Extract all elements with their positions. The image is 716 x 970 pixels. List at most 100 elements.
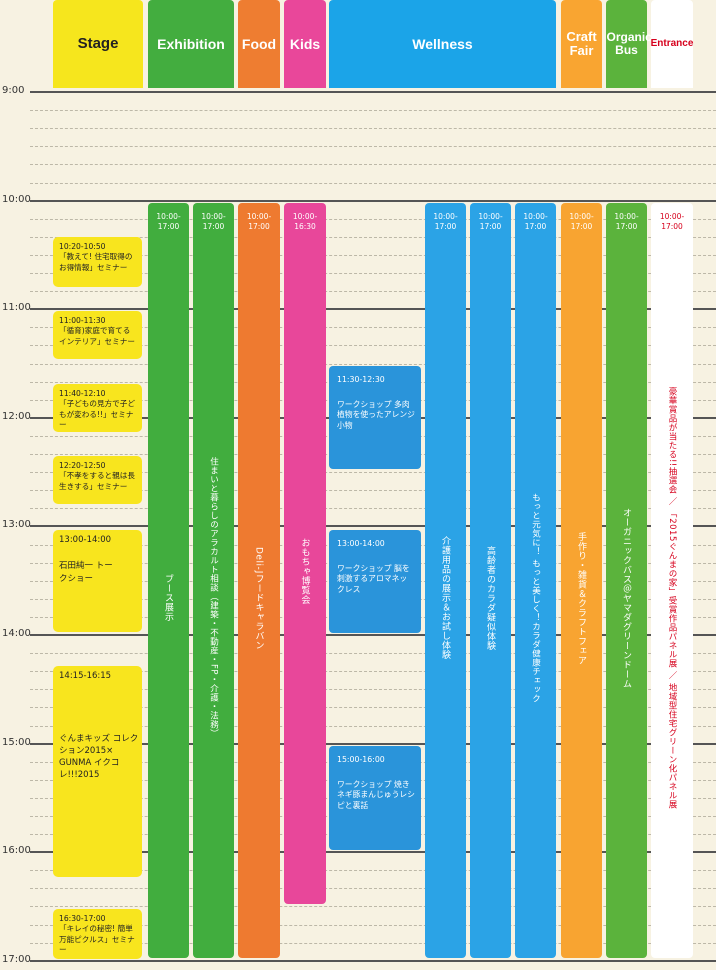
time-label: 15:00 xyxy=(2,737,31,748)
ten-minute-line xyxy=(30,508,716,509)
hour-line xyxy=(30,525,716,528)
header-food-label: Food xyxy=(241,35,277,52)
header-wellness: Wellness xyxy=(329,0,556,88)
header-craft-fair: Craft Fair xyxy=(561,0,602,88)
time-label: 16:00 xyxy=(2,845,31,856)
stage-event: 14:15-16:15 ぐんまキッズ コレクション2015× GUNMA イクコ… xyxy=(53,666,142,877)
bar-label: 住まいと暮らしのアラカルト相談（建築・不動産・FP・介護・法務） xyxy=(208,457,219,739)
bar-label: 手作り・雑貨＆クラフトフェア xyxy=(576,531,586,665)
ten-minute-line xyxy=(30,273,716,274)
bar-time: 10:00-17:00 xyxy=(156,212,181,231)
workshop-time: 15:00-16:00 xyxy=(337,755,385,764)
stage-event-title: 「キレイの秘密! 簡単万能ピクルス」セミナー xyxy=(59,924,135,954)
ten-minute-line xyxy=(30,925,716,926)
ten-minute-line xyxy=(30,726,716,727)
header-kids-label: Kids xyxy=(289,35,321,52)
header-exhibition-label: Exhibition xyxy=(157,35,225,52)
bar-time: 10:00-17:00 xyxy=(659,212,685,231)
ten-minute-line xyxy=(30,327,716,328)
stage-event: 10:20-10:50 「教えて! 住宅取得のお得情報」セミナー xyxy=(53,237,142,287)
ten-minute-line xyxy=(30,110,716,111)
bar-label: おもちゃ博覧会 xyxy=(299,537,310,605)
ten-minute-line xyxy=(30,291,716,292)
workshop-time: 13:00-14:00 xyxy=(337,539,385,548)
time-label: 13:00 xyxy=(2,519,31,530)
food-bar: 10:00-17:00 Deli-Jフードキャラバン xyxy=(238,203,280,958)
entrance-bar: 10:00-17:00 豪華賞品が当たる!!抽選会 ／ 「2015ぐんまの家」受… xyxy=(651,203,693,958)
stage-event-title: 石田純一 トークショー xyxy=(59,561,113,584)
hour-line xyxy=(30,308,716,311)
wellness-workshop: 15:00-16:00 ワークショップ 焼きネギ豚まんじゅうレシピと裏話 xyxy=(329,746,421,850)
time-label: 12:00 xyxy=(2,411,31,422)
time-label: 9:00 xyxy=(2,85,25,96)
ten-minute-line xyxy=(30,364,716,365)
header-organic-bus: Organic Bus xyxy=(606,0,652,88)
stage-event: 12:20-12:50 「不孝をすると親は長生きする」セミナー xyxy=(53,456,142,504)
ten-minute-line xyxy=(30,472,716,473)
stage-event-title: 「教えて! 住宅取得のお得情報」セミナー xyxy=(59,252,133,272)
hour-line xyxy=(30,634,716,636)
ten-minute-line xyxy=(30,183,716,184)
ten-minute-line xyxy=(30,707,716,708)
exhibition-consult-bar: 10:00-17:00 住まいと暮らしのアラカルト相談（建築・不動産・FP・介護… xyxy=(193,203,234,958)
exhibition-booth-bar: 10:00-17:00 ブース展示 xyxy=(148,203,189,958)
header-food: Food xyxy=(238,0,280,88)
wellness-care-bar: 10:00-17:00 介護用品の展示＆お試し体験 xyxy=(425,203,466,958)
ten-minute-line xyxy=(30,888,716,889)
header-entrance-label: Entrance xyxy=(650,37,694,49)
time-label: 17:00 xyxy=(2,954,31,965)
header-stage: Stage xyxy=(53,0,143,88)
ten-minute-line xyxy=(30,943,716,944)
header-stage-label: Stage xyxy=(77,35,119,53)
stage-event-title: ぐんまキッズ コレクション2015× GUNMA イクコレ!!!2015 xyxy=(59,734,139,781)
wellness-elderly-bar: 10:00-17:00 高齢者のカラダ疑似体験 xyxy=(470,203,511,958)
ten-minute-line xyxy=(30,671,716,672)
stage-event-title: 「循育)家庭で育てるインテリア」セミナー xyxy=(59,326,135,346)
bar-label: オーガニックバス＠ヤマダグリーンドーム xyxy=(621,507,631,689)
craft-fair-bar: 10:00-17:00 手作り・雑貨＆クラフトフェア xyxy=(561,203,602,958)
ten-minute-line xyxy=(30,689,716,690)
workshop-time: 11:30-12:30 xyxy=(337,375,385,384)
bar-label: 介護用品の展示＆お試し体験 xyxy=(440,536,450,660)
stage-event: 16:30-17:00 「キレイの秘密! 簡単万能ピクルス」セミナー xyxy=(53,909,142,959)
wellness-workshop: 13:00-14:00 ワークショップ 脳を刺激するアロマネックレス xyxy=(329,530,421,633)
header-entrance: Entrance xyxy=(651,0,693,88)
hour-line xyxy=(30,742,716,745)
stage-event: 13:00-14:00 石田純一 トークショー xyxy=(53,530,142,632)
kids-bar: 10:00-16:30 おもちゃ博覧会 xyxy=(284,203,326,904)
ten-minute-line xyxy=(30,906,716,907)
ten-minute-line xyxy=(30,219,716,220)
header-exhibition: Exhibition xyxy=(148,0,234,88)
bar-time: 10:00-17:00 xyxy=(569,212,594,231)
header-kids: Kids xyxy=(284,0,326,88)
stage-event-time: 14:15-16:15 xyxy=(59,671,112,681)
stage-event: 11:00-11:30 「循育)家庭で育てるインテリア」セミナー xyxy=(53,311,142,359)
ten-minute-line xyxy=(30,128,716,129)
bar-time: 10:00-17:00 xyxy=(614,212,639,231)
ten-minute-line xyxy=(30,164,716,165)
bar-label: 豪華賞品が当たる!!抽選会 ／ 「2015ぐんまの家」受賞作品パネル展 ／ 地域… xyxy=(667,386,677,810)
bar-label: ブース展示 xyxy=(163,574,173,622)
bar-time: 10:00-17:00 xyxy=(201,212,226,231)
wellness-workshop: 11:30-12:30 ワークショップ 多肉植物を使ったアレンジ小物 xyxy=(329,366,421,469)
header-craft-fair-label: Craft Fair xyxy=(566,29,597,58)
stage-event-time: 16:30-17:00 xyxy=(59,914,106,923)
bar-time: 10:00-17:00 xyxy=(523,212,548,231)
bar-time: 10:00-16:30 xyxy=(292,212,318,231)
hour-line xyxy=(30,851,716,854)
time-label: 10:00 xyxy=(2,194,31,205)
stage-event-time: 10:20-10:50 xyxy=(59,242,106,251)
stage-event-title: 「子どもの見方で子どもが変わる!!」セミナー xyxy=(59,399,135,429)
stage-event-time: 13:00-14:00 xyxy=(59,535,112,545)
bar-label: もっと元気に！ もっと美しく！カラダ健康チェック xyxy=(530,492,541,704)
stage-event-time: 11:40-12:10 xyxy=(59,389,106,398)
stage-event-title: 「不孝をすると親は長生きする」セミナー xyxy=(59,471,135,491)
bar-label: Deli-Jフードキャラバン xyxy=(253,546,264,650)
workshop-title: ワークショップ 脳を刺激するアロマネックレス xyxy=(337,563,410,594)
ten-minute-line xyxy=(30,146,716,147)
ten-minute-line xyxy=(30,490,716,491)
bar-time: 10:00-17:00 xyxy=(478,212,503,231)
stage-event: 11:40-12:10 「子どもの見方で子どもが変わる!!」セミナー xyxy=(53,384,142,432)
header-organic-bus-label: Organic Bus xyxy=(606,30,652,57)
